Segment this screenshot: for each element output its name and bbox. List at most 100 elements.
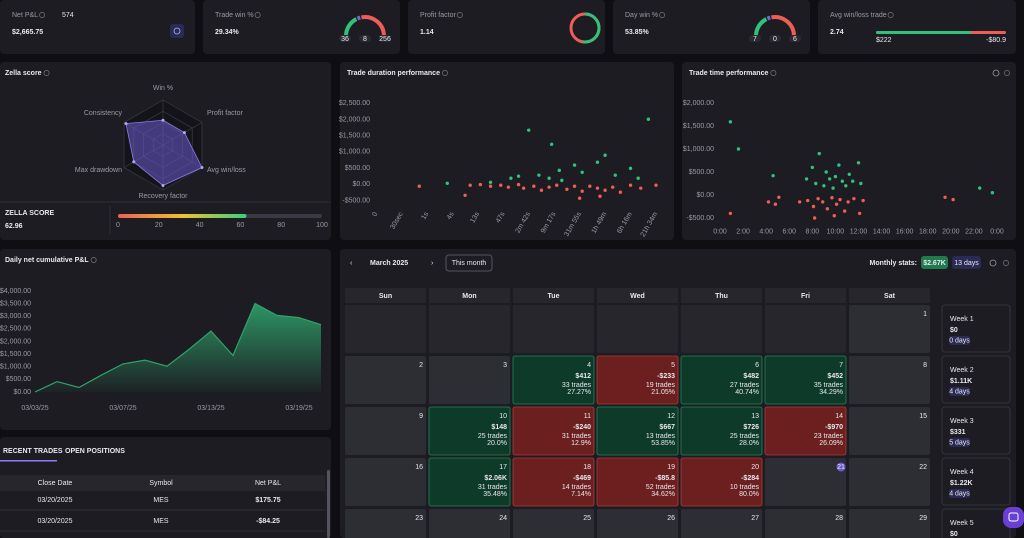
- day-cell[interactable]: [765, 458, 846, 506]
- day-cell[interactable]: [429, 509, 510, 538]
- kpi-badge: 574: [62, 12, 74, 19]
- day-cell[interactable]: [849, 356, 930, 404]
- day-cell[interactable]: [429, 356, 510, 404]
- day-cell[interactable]: [513, 509, 594, 538]
- week-label: Week 4: [950, 469, 974, 476]
- weekday-label: Tue: [548, 293, 560, 300]
- gauge-label: 0: [773, 36, 777, 43]
- range-button[interactable]: [445, 254, 493, 272]
- tab-active[interactable]: RECENT TRADES: [3, 448, 63, 455]
- week-label: Week 2: [950, 367, 974, 374]
- radar-dot: [200, 166, 204, 169]
- day-cell[interactable]: [512, 406, 595, 456]
- scatter-point: [628, 183, 633, 187]
- day-win-rate: 53.85%: [651, 440, 675, 447]
- day-cell[interactable]: [596, 406, 679, 456]
- kpi-label: Day win %: [625, 12, 658, 19]
- table-cell: MES: [153, 518, 169, 525]
- day-number: 20: [751, 464, 759, 471]
- day-cell[interactable]: [849, 509, 930, 538]
- scatter-point: [628, 166, 633, 171]
- day-cell[interactable]: [849, 407, 930, 455]
- day-cell[interactable]: [680, 406, 763, 456]
- day-cell[interactable]: [512, 355, 595, 405]
- day-win-rate: 80.0%: [739, 491, 759, 498]
- info-icon: [442, 70, 448, 76]
- day-cell[interactable]: [680, 457, 763, 507]
- score-tick: 80: [277, 222, 285, 229]
- score-label: ZELLA SCORE: [5, 210, 54, 217]
- radar-label: Avg win/loss: [207, 167, 246, 174]
- day-cell[interactable]: [597, 509, 678, 538]
- weekday-label: Wed: [630, 293, 645, 300]
- day-cell[interactable]: [849, 458, 930, 506]
- next-month[interactable]: ›: [431, 260, 434, 267]
- scatter-point: [857, 211, 862, 216]
- day-cell[interactable]: [345, 356, 426, 404]
- day-cell[interactable]: [680, 355, 763, 405]
- day-trades: 25 trades: [478, 433, 508, 440]
- table-cell: 03/20/2025: [37, 497, 72, 504]
- day-cell-empty: [681, 305, 762, 353]
- scatter-point: [943, 195, 947, 199]
- scatter-point: [817, 151, 821, 156]
- scatter-point: [580, 189, 584, 193]
- day-cell[interactable]: [681, 509, 762, 538]
- day-cell[interactable]: [512, 457, 595, 507]
- tab[interactable]: OPEN POSITIONS: [65, 448, 125, 455]
- kpi-value: 1.14: [420, 29, 434, 36]
- prev-month[interactable]: ‹: [350, 260, 353, 267]
- scatter-point: [603, 153, 607, 157]
- week-days-pill: [949, 387, 970, 396]
- chat-button[interactable]: [1003, 507, 1024, 528]
- day-cell[interactable]: [596, 355, 679, 405]
- y-tick-label: $1,500.00: [683, 123, 714, 130]
- weekday-header: [849, 288, 930, 303]
- day-number: 8: [923, 362, 927, 369]
- scatter-point: [821, 200, 825, 204]
- x-tick-label: 0:00: [990, 228, 1004, 235]
- day-trades: 13 trades: [646, 433, 676, 440]
- day-number: 5: [671, 362, 675, 369]
- day-cell[interactable]: [428, 406, 511, 456]
- day-trades: 35 trades: [814, 382, 844, 389]
- day-pnl: $482: [743, 373, 759, 380]
- scatter-point: [777, 195, 781, 199]
- x-tick-label: 47s: [495, 211, 507, 225]
- day-cell[interactable]: [764, 406, 847, 456]
- avg-loss: -$80.9: [986, 37, 1006, 44]
- weekday-label: Sat: [884, 293, 896, 300]
- table-cell: 03/20/2025: [37, 518, 72, 525]
- week-days: 4 days: [949, 388, 970, 395]
- week-pnl: $0: [950, 531, 958, 538]
- day-cell[interactable]: [428, 457, 511, 507]
- y-tick-label: $1,500.00: [339, 132, 370, 139]
- day-cell[interactable]: [345, 407, 426, 455]
- stats-label: Monthly stats:: [870, 260, 917, 267]
- weekday-header: [513, 288, 594, 303]
- day-number: 10: [499, 413, 507, 420]
- scatter-point: [654, 183, 658, 187]
- day-cell[interactable]: [849, 305, 930, 353]
- day-pnl: -$240: [573, 424, 591, 431]
- day-trades: 52 trades: [646, 484, 676, 491]
- day-win-rate: 27.27%: [567, 389, 591, 396]
- scatter-point: [532, 184, 536, 188]
- ring-win: [582, 12, 601, 44]
- card: [613, 0, 810, 54]
- day-cell[interactable]: [345, 458, 426, 506]
- scatter-point: [547, 176, 551, 180]
- day-cell[interactable]: [764, 355, 847, 405]
- x-tick-label: 03/07/25: [109, 405, 136, 412]
- day-pnl: -$284: [741, 475, 759, 482]
- day-number: 6: [755, 362, 759, 369]
- info-icon: [254, 12, 261, 18]
- day-cell[interactable]: [596, 457, 679, 507]
- day-cell[interactable]: [345, 509, 426, 538]
- scatter-point: [468, 183, 472, 187]
- radar-dot: [132, 160, 136, 164]
- y-tick-label: $1,000.00: [683, 146, 714, 153]
- scatter-point: [842, 209, 847, 213]
- day-cell[interactable]: [765, 509, 846, 538]
- day-win-rate: 12.9%: [571, 440, 591, 447]
